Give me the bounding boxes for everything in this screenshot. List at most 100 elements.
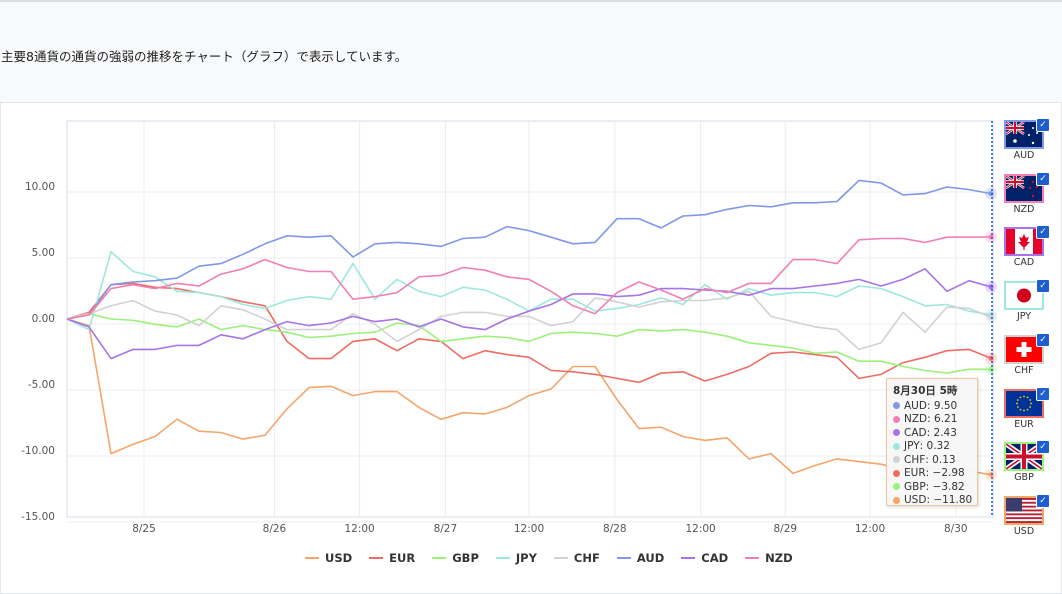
legend-item-cad[interactable]: CAD xyxy=(681,551,728,565)
x-tick-label: 12:00 xyxy=(514,523,544,535)
flag-label: USD xyxy=(1013,525,1035,537)
checkbox-checked-icon[interactable]: ✓ xyxy=(1036,118,1050,132)
tooltip-row: EUR: −2.98 xyxy=(893,467,977,481)
x-tick-label: 8/25 xyxy=(132,523,156,535)
checkbox-checked-icon[interactable]: ✓ xyxy=(1036,332,1050,347)
tooltip-value: −2.98 xyxy=(932,467,965,480)
tooltip-value: −3.82 xyxy=(932,480,965,493)
nzd-flag-icon: ✓ xyxy=(1004,171,1050,203)
tooltip-value: 0.13 xyxy=(932,453,956,466)
legend-line-icon xyxy=(745,557,760,559)
tooltip-sep: : xyxy=(925,453,933,466)
legend-label: JPY xyxy=(515,551,537,565)
tooltip-sep: : xyxy=(927,413,935,426)
flag-label: AUD xyxy=(1013,150,1035,161)
legend-item-gbp[interactable]: GBP xyxy=(432,551,479,565)
legend-line-icon xyxy=(681,557,696,559)
series-line-gbp xyxy=(66,312,992,374)
tooltip-value: 6.21 xyxy=(934,413,958,426)
tooltip-series-name: CAD xyxy=(904,426,927,439)
legend-line-icon xyxy=(553,557,568,559)
checkbox-checked-icon[interactable]: ✓ xyxy=(1036,171,1050,186)
flag-toggle-eur[interactable]: ✓ EUR xyxy=(1004,386,1050,430)
checkbox-checked-icon[interactable]: ✓ xyxy=(1036,279,1050,294)
plot-area xyxy=(66,120,994,518)
series-dot-icon xyxy=(893,415,900,423)
tooltip-series-name: JPY xyxy=(904,440,920,453)
legend-line-icon xyxy=(495,557,510,559)
x-tick-label: 12:00 xyxy=(685,523,715,535)
tooltip-series-name: GBP xyxy=(904,480,926,493)
flag-toggle-aud[interactable]: ✓ AUD xyxy=(1004,118,1050,161)
tooltip-series-name: EUR xyxy=(904,467,926,480)
y-tick-label: -10.00 xyxy=(21,445,55,457)
chf-flag-icon: ✓ xyxy=(1004,332,1050,364)
top-border xyxy=(0,0,1062,2)
legend-label: AUD xyxy=(636,551,665,565)
tooltip-value: 2.43 xyxy=(933,426,957,439)
chart-legend: USD EUR GBP JPY CHF AUD CAD NZD xyxy=(305,551,810,565)
tooltip-row: JPY: 0.32 xyxy=(893,440,977,454)
flag-label: GBP xyxy=(1014,472,1034,484)
cad-flag-icon: ✓ xyxy=(1004,225,1050,257)
legend-label: GBP xyxy=(452,551,479,565)
legend-item-usd[interactable]: USD xyxy=(305,551,352,565)
checkbox-checked-icon[interactable]: ✓ xyxy=(1036,493,1050,508)
y-tick-label: 5.00 xyxy=(32,247,55,259)
checkbox-checked-icon[interactable]: ✓ xyxy=(1036,386,1050,401)
x-tick-label: 8/28 xyxy=(603,523,627,535)
tooltip-row: USD: −11.80 xyxy=(893,494,977,508)
flag-toggle-usd[interactable]: ✓ USD xyxy=(1004,493,1050,537)
legend-item-aud[interactable]: AUD xyxy=(616,551,665,565)
x-tick-label: 8/27 xyxy=(434,523,458,535)
aud-flag-icon: ✓ xyxy=(1004,118,1050,149)
gbp-flag-icon: ✓ xyxy=(1004,440,1050,472)
series-dot-icon xyxy=(893,469,900,477)
x-tick-label: 8/29 xyxy=(774,523,798,535)
x-tick-label: 8/26 xyxy=(263,523,287,535)
legend-item-eur[interactable]: EUR xyxy=(369,551,415,565)
series-line-nzd xyxy=(66,236,992,320)
tooltip-series-name: USD xyxy=(904,494,927,507)
legend-line-icon xyxy=(432,557,447,559)
tooltip-series-name: CHF xyxy=(904,453,926,466)
y-tick-label: -5.00 xyxy=(28,379,55,391)
flag-label: EUR xyxy=(1014,418,1034,430)
tooltip-row: AUD: 9.50 xyxy=(893,399,977,413)
tooltip-row: CHF: 0.13 xyxy=(893,453,977,467)
tooltip-sep: : xyxy=(926,399,934,412)
y-tick-label: 10.00 xyxy=(25,181,55,193)
jpy-flag-icon: ✓ xyxy=(1004,279,1050,311)
checkbox-checked-icon[interactable]: ✓ xyxy=(1036,440,1050,455)
flag-toggle-nzd[interactable]: ✓ NZD xyxy=(1004,171,1050,215)
tooltip-sep: : xyxy=(925,480,933,493)
legend-label: CHF xyxy=(573,551,600,565)
chart-tooltip: 8月30日 5時 AUD: 9.50 NZD: 6.21 CAD: 2.43 JPY:… xyxy=(886,378,978,506)
checkbox-checked-icon[interactable]: ✓ xyxy=(1036,225,1050,240)
legend-line-icon xyxy=(616,557,631,559)
tooltip-series-name: AUD xyxy=(904,399,927,412)
x-tick-label: 8/30 xyxy=(944,523,968,535)
flag-label: CAD xyxy=(1013,257,1035,269)
tooltip-sep: : xyxy=(925,467,933,480)
legend-label: CAD xyxy=(701,551,729,565)
series-line-chf xyxy=(66,290,992,351)
flag-toggle-cad[interactable]: ✓ CAD xyxy=(1004,225,1050,269)
flag-toggle-jpy[interactable]: ✓ JPY xyxy=(1004,279,1050,322)
legend-item-chf[interactable]: CHF xyxy=(553,551,600,565)
flag-toggle-gbp[interactable]: ✓ GBP xyxy=(1004,440,1050,484)
tooltip-title: 8月30日 5時 xyxy=(893,385,958,397)
legend-item-nzd[interactable]: NZD xyxy=(745,551,793,565)
x-tick-label: 12:00 xyxy=(855,523,885,535)
tooltip-row: CAD: 2.43 xyxy=(893,426,977,440)
flag-toggle-chf[interactable]: ✓ CHF xyxy=(1004,332,1050,376)
legend-label: EUR xyxy=(389,551,416,565)
flag-label: NZD xyxy=(1013,203,1035,215)
intro-text: 主要8通貨の通貨の強弱の推移をチャート（グラフ）で表示しています。 xyxy=(1,49,408,64)
eur-flag-icon: ✓ xyxy=(1004,386,1050,418)
tooltip-sep: : xyxy=(926,494,934,507)
legend-item-jpy[interactable]: JPY xyxy=(495,551,537,565)
tooltip-row: GBP: −3.82 xyxy=(893,480,977,494)
y-tick-label: -15.00 xyxy=(21,511,55,523)
series-dot-icon xyxy=(893,402,900,410)
